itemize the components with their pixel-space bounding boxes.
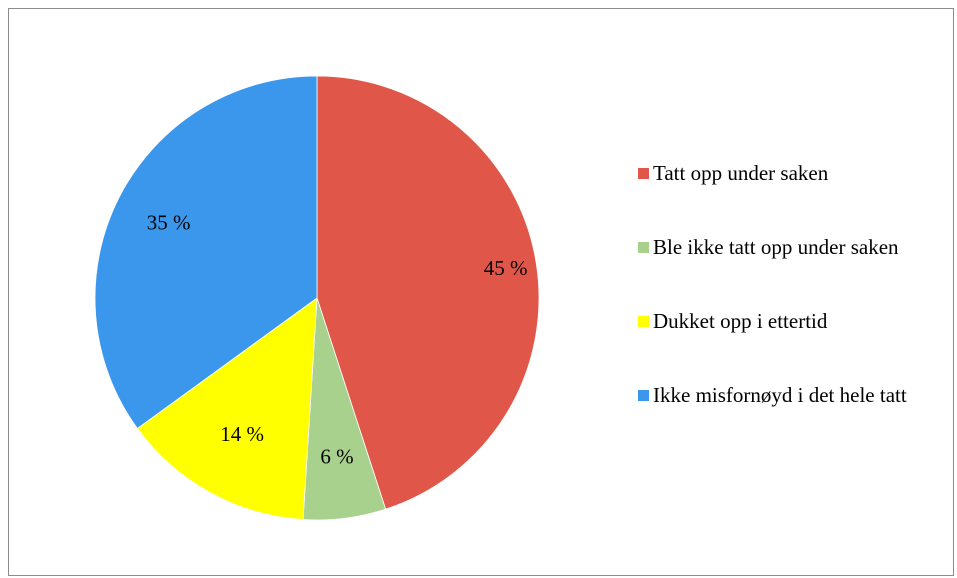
data-label-ikke-misfornoyd: 35 % [147, 210, 191, 234]
legend-item-ikke-misfornoyd: Ikke misfornøyd i det hele tatt [638, 382, 957, 408]
pie-slice-dukket-opp [136, 297, 318, 520]
legend-item-dukket-opp: Dukket opp i ettertid [638, 308, 953, 334]
legend-label-tatt-opp: Tatt opp under saken [653, 161, 829, 185]
legend-swatch-ikke-misfornoyd [638, 390, 649, 401]
legend-label-ikke-misfornoyd: Ikke misfornøyd i det hele tatt [653, 383, 907, 407]
legend-item-tatt-opp: Tatt opp under saken [638, 160, 953, 186]
legend-item-ble-ikke: Ble ikke tatt opp under saken [638, 234, 903, 260]
legend-label-ble-ikke: Ble ikke tatt opp under saken [653, 235, 899, 259]
legend-label-dukket-opp: Dukket opp i ettertid [653, 309, 828, 333]
legend-swatch-dukket-opp [638, 316, 649, 327]
data-label-tatt-opp: 45 % [484, 256, 528, 280]
pie-slice-ikke-misfornoyd [94, 75, 318, 430]
data-label-dukket-opp: 14 % [220, 422, 264, 446]
data-label-ble-ikke: 6 % [320, 445, 353, 469]
pie-slice-tatt-opp [316, 75, 540, 510]
legend-swatch-tatt-opp [638, 168, 649, 179]
legend-swatch-ble-ikke [638, 242, 649, 253]
